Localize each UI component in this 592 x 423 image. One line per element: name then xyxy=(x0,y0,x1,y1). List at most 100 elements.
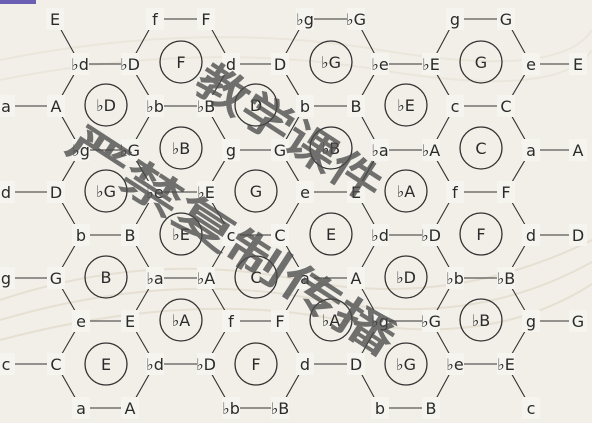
note-label: D xyxy=(572,226,584,245)
hex-link xyxy=(285,330,300,355)
hex-link xyxy=(61,330,76,355)
note-box xyxy=(497,181,515,203)
chord-circle xyxy=(159,40,203,84)
hex-link xyxy=(59,28,76,55)
chord-label: B xyxy=(101,268,112,287)
note-box xyxy=(146,181,164,203)
hex-link xyxy=(511,330,526,355)
chord-label: F xyxy=(251,355,260,374)
note-label: f xyxy=(228,312,234,331)
hex-link xyxy=(284,28,301,55)
note-label: ♭B xyxy=(271,399,290,418)
note-label: B xyxy=(426,399,437,418)
note-box xyxy=(0,95,15,117)
note-box xyxy=(72,224,90,246)
note-label: ♭e xyxy=(146,183,163,202)
note-box xyxy=(497,95,515,117)
note-box xyxy=(347,8,365,30)
note-label: d xyxy=(300,355,310,374)
chord-circle xyxy=(84,169,128,213)
note-box xyxy=(0,267,15,289)
note-label: E xyxy=(573,55,583,74)
note-label: G xyxy=(50,269,62,288)
note-box xyxy=(0,181,15,203)
note-label: ♭e xyxy=(446,355,463,374)
note-label: ♭g xyxy=(371,312,389,331)
note-box xyxy=(197,181,215,203)
note-label: A xyxy=(125,399,136,418)
hex-link xyxy=(135,330,150,355)
hex-link xyxy=(360,330,376,355)
hex-link xyxy=(435,201,451,226)
note-box xyxy=(72,397,90,419)
note-box xyxy=(197,353,215,375)
note-box xyxy=(72,139,90,161)
chord-circle xyxy=(234,83,278,127)
note-label: ♭b xyxy=(146,97,164,116)
note-label: ♭G xyxy=(421,312,441,331)
note-box xyxy=(371,53,389,75)
note-label: A xyxy=(51,97,62,116)
hex-link xyxy=(60,73,76,97)
chord-label: ♭A xyxy=(322,311,341,330)
note-label: G xyxy=(500,10,512,29)
note-box xyxy=(371,397,389,419)
note-box xyxy=(222,139,240,161)
note-label: A xyxy=(573,141,584,160)
chord-label: F xyxy=(476,225,485,244)
note-label: ♭D xyxy=(421,226,441,245)
chord-label: F xyxy=(176,53,185,72)
chord-label: ♭D xyxy=(96,96,116,115)
hex-link xyxy=(435,115,451,141)
note-box xyxy=(222,224,240,246)
note-label: ♭D xyxy=(120,55,140,74)
note-box xyxy=(0,353,15,375)
hex-link xyxy=(210,115,227,141)
chord-label: ♭E xyxy=(397,96,415,115)
note-label: a xyxy=(300,269,310,288)
hex-link xyxy=(511,287,526,312)
note-label: C xyxy=(500,97,511,116)
note-box xyxy=(422,139,440,161)
chord-circle xyxy=(84,83,128,127)
note-box xyxy=(296,181,314,203)
note-box xyxy=(121,139,139,161)
note-box xyxy=(422,224,440,246)
note-box xyxy=(446,8,464,30)
hex-link xyxy=(510,373,527,399)
chord-circle xyxy=(234,169,278,213)
note-label: E xyxy=(125,312,135,331)
chord-label: ♭G xyxy=(321,53,341,72)
hex-link xyxy=(61,159,76,183)
hex-link xyxy=(135,159,150,183)
note-label: ♭G xyxy=(120,141,140,160)
chord-label: C xyxy=(475,139,486,158)
note-label: f xyxy=(152,10,158,29)
note-box xyxy=(371,139,389,161)
note-box xyxy=(422,53,440,75)
chord-label: ♭B xyxy=(322,139,341,158)
note-box xyxy=(522,310,540,332)
note-label: ♭E xyxy=(497,355,515,374)
note-label: ♭d xyxy=(146,355,164,374)
note-label: ♭b xyxy=(222,399,240,418)
note-label: c xyxy=(527,399,536,418)
note-box xyxy=(197,8,215,30)
chord-circle xyxy=(459,40,503,84)
note-box xyxy=(197,267,215,289)
note-label: B xyxy=(125,226,136,245)
note-label: a xyxy=(526,141,536,160)
hex-link xyxy=(510,28,527,55)
note-label: e xyxy=(526,55,536,74)
note-box xyxy=(522,53,540,75)
hex-link xyxy=(285,244,300,269)
note-label: ♭A xyxy=(197,269,216,288)
note-box xyxy=(347,353,365,375)
hex-link xyxy=(61,244,76,269)
note-label: C xyxy=(50,355,61,374)
hex-link xyxy=(211,330,226,355)
hex-link xyxy=(435,330,451,355)
hex-link xyxy=(284,373,301,399)
hex-link xyxy=(60,373,77,399)
